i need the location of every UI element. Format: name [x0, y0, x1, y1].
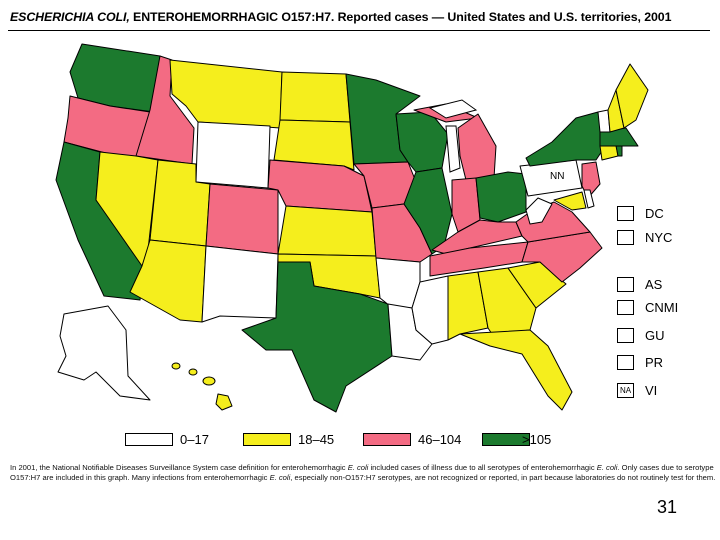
- territory-gu-label: GU: [645, 328, 665, 343]
- state-north-dakota: [279, 71, 351, 123]
- lake-superior: [428, 99, 478, 119]
- state-michigan: [457, 113, 497, 181]
- map-title: ESCHERICHIA COLI, ENTEROHEMORRHAGIC O157…: [10, 10, 710, 24]
- state-ohio: [475, 171, 527, 223]
- territory-cnmi-label: CNMI: [645, 300, 679, 315]
- territory-vi-label: VI: [645, 383, 658, 398]
- state-arkansas: [375, 257, 421, 309]
- legend-label-top: >105: [522, 432, 552, 447]
- state-hawaii-1: [171, 362, 181, 370]
- state-south-carolina: [507, 261, 567, 309]
- territory-pr-label: PR: [645, 355, 664, 370]
- legend-label-low: 0–17: [180, 432, 209, 447]
- state-delaware: [583, 189, 595, 209]
- state-texas: [241, 261, 393, 413]
- title-organism: ESCHERICHIA COLI,: [10, 10, 130, 24]
- footnote-text-2: included cases of illness due to all ser…: [368, 463, 597, 472]
- title-text: ENTEROHEMORRHAGIC O157:H7. Reported case…: [129, 10, 672, 24]
- territory-nyc-label: NYC: [645, 230, 673, 245]
- territory-gu-box: [617, 328, 634, 343]
- legend-swatch-low: [125, 433, 173, 446]
- footnote-ecoli-1: E. coli: [347, 463, 369, 472]
- state-new-jersey: [581, 161, 601, 199]
- title-divider: [8, 30, 710, 31]
- state-wyoming: [195, 121, 271, 189]
- legend-swatch-mid: [243, 433, 291, 446]
- territory-cnmi-box: [617, 300, 634, 315]
- legend-swatch-top: [482, 433, 530, 446]
- state-kansas: [277, 205, 377, 257]
- territory-vi-box: NA: [617, 383, 634, 398]
- state-alabama: [447, 271, 489, 341]
- state-maryland: [553, 191, 587, 211]
- territory-as-label: AS: [645, 277, 663, 292]
- state-colorado: [205, 183, 279, 255]
- legend-label-mid: 18–45: [298, 432, 335, 447]
- territory-nyc-box: [617, 230, 634, 245]
- state-hawaii-4: [215, 393, 233, 411]
- footnote-ecoli-2: E. coli: [596, 463, 618, 472]
- lake-michigan: [445, 125, 461, 173]
- state-new-york: [525, 111, 605, 167]
- footnote-ecoli-3: E. coli: [269, 473, 291, 482]
- state-hawaii-3: [202, 376, 216, 386]
- page-number: 31: [657, 497, 678, 517]
- label-nn: NN: [550, 171, 565, 182]
- legend-swatch-high: [363, 433, 411, 446]
- footnote-text-1: In 2001, the National Notifiable Disease…: [10, 463, 348, 472]
- state-florida: [459, 329, 573, 411]
- footnote-text-3: . Only cases due to serotype O157:H7 are…: [10, 463, 714, 482]
- territory-dc-box: [617, 206, 634, 221]
- state-nebraska: [267, 159, 373, 213]
- legend-label-high: 46–104: [418, 432, 462, 447]
- state-hawaii-2: [188, 368, 198, 376]
- state-maine: [615, 63, 649, 129]
- territory-as-box: [617, 277, 634, 292]
- state-new-mexico: [201, 245, 279, 323]
- footnote: In 2001, the National Notifiable Disease…: [10, 463, 716, 483]
- footnote-text-4: , especially non-O157:H7 serotypes, are …: [290, 473, 716, 482]
- territory-dc-label: DC: [645, 206, 664, 221]
- state-alaska: [57, 305, 151, 401]
- state-west-virginia: [525, 197, 553, 225]
- territory-pr-box: [617, 355, 634, 370]
